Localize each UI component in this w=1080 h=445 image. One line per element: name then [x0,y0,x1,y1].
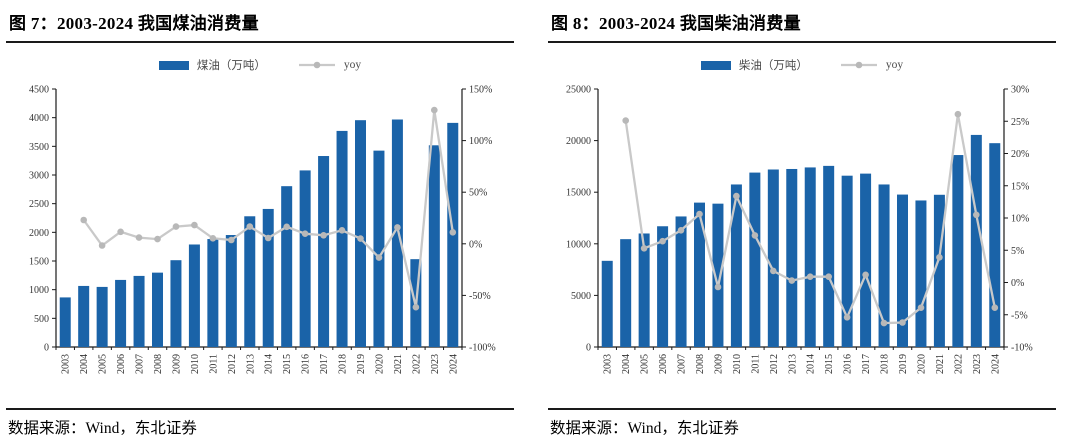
svg-text:2010: 2010 [732,354,743,374]
svg-text:2019: 2019 [356,354,367,374]
svg-text:2012: 2012 [227,354,238,374]
svg-text:2023: 2023 [430,354,441,374]
svg-text:5000: 5000 [571,291,591,302]
svg-text:15000: 15000 [566,188,591,199]
svg-text:2021: 2021 [393,354,404,374]
svg-text:2015: 2015 [282,354,293,374]
diesel-chart-canvas: 0 5000 10000 15000 20000 25000 -10% -5% 0% 5% 10% 1… [566,85,1033,375]
svg-text:25%: 25% [1011,117,1029,128]
svg-text:2008: 2008 [695,354,706,374]
svg-text:2020: 2020 [375,354,386,374]
svg-text:2023: 2023 [972,354,983,374]
svg-text:2003: 2003 [603,354,614,374]
line-series-marker-icon [840,61,877,69]
svg-text:2500: 2500 [29,199,49,210]
svg-text:5%: 5% [1011,246,1024,257]
svg-text:2024: 2024 [990,354,1001,374]
svg-text:2013: 2013 [245,354,256,374]
line-series-marker-icon [298,61,335,69]
svg-text:50%: 50% [469,188,487,199]
svg-text:2018: 2018 [880,354,891,374]
diesel-chart-panel: 图 8：2003-2024 我国柴油消费量 柴油（万吨） yoy 0 5000 10… [548,6,1056,438]
svg-text:10000: 10000 [566,239,591,250]
svg-text:2011: 2011 [750,354,761,374]
svg-text:2014: 2014 [806,354,817,374]
svg-text:2004: 2004 [621,354,632,374]
svg-text:0%: 0% [469,239,482,250]
svg-text:2009: 2009 [172,354,183,374]
svg-text:2022: 2022 [411,354,422,374]
svg-text:-10%: -10% [1011,343,1033,354]
svg-text:3000: 3000 [29,171,49,182]
svg-text:2000: 2000 [29,228,49,239]
figure-7-legend: 煤油（万吨） yoy [6,58,514,72]
svg-text:25000: 25000 [566,85,591,96]
svg-text:2009: 2009 [714,354,725,374]
svg-text:-50%: -50% [469,291,491,302]
svg-text:3500: 3500 [29,142,49,153]
figure-8-source-note: 数据来源：Wind，东北证券 [548,408,1056,438]
svg-text:2007: 2007 [135,354,146,374]
svg-text:-100%: -100% [469,343,496,354]
svg-text:500: 500 [34,314,49,325]
svg-text:2014: 2014 [264,354,275,374]
svg-text:0%: 0% [1011,278,1024,289]
svg-text:2005: 2005 [98,354,109,374]
svg-text:2013: 2013 [787,354,798,374]
bar-series-label: 煤油（万吨） [196,60,266,72]
line-series-label: yoy [885,59,904,71]
svg-text:4000: 4000 [29,113,49,124]
svg-text:2010: 2010 [190,354,201,374]
svg-text:2017: 2017 [861,354,872,374]
bar-series-swatch [700,60,731,70]
svg-text:2011: 2011 [208,354,219,374]
svg-text:2018: 2018 [338,354,349,374]
kerosene-chart-canvas: 0 500 1000 1500 2000 2500 3000 3500 4000 4500 -100… [29,85,496,375]
svg-text:1500: 1500 [29,257,49,268]
svg-text:2024: 2024 [448,354,459,374]
svg-text:2017: 2017 [319,354,330,374]
svg-text:15%: 15% [1011,181,1029,192]
svg-text:2008: 2008 [153,354,164,374]
figure-8-title: 图 8：2003-2024 我国柴油消费量 [548,6,1056,43]
bar-series-swatch [158,60,189,70]
svg-text:20000: 20000 [566,136,591,147]
svg-text:4500: 4500 [29,85,49,96]
svg-text:2004: 2004 [79,354,90,374]
svg-text:2006: 2006 [658,354,669,374]
svg-text:0: 0 [586,343,591,354]
svg-text:2006: 2006 [116,354,127,374]
line-series-label: yoy [343,59,362,71]
bar-series-label: 柴油（万吨） [738,60,808,72]
svg-text:150%: 150% [469,85,492,96]
figure-8-legend: 柴油（万吨） yoy [548,58,1056,72]
svg-text:-5%: -5% [1011,310,1028,321]
svg-text:20%: 20% [1011,149,1029,160]
svg-text:30%: 30% [1011,85,1029,96]
svg-text:2016: 2016 [301,354,312,374]
svg-text:2003: 2003 [61,354,72,374]
svg-text:2015: 2015 [824,354,835,374]
svg-text:2005: 2005 [640,354,651,374]
svg-text:2021: 2021 [935,354,946,374]
svg-text:2019: 2019 [898,354,909,374]
svg-text:0: 0 [44,343,49,354]
svg-text:2007: 2007 [677,354,688,374]
svg-text:2020: 2020 [917,354,928,374]
svg-text:1000: 1000 [29,285,49,296]
svg-text:2016: 2016 [843,354,854,374]
kerosene-chart-panel: 图 7：2003-2024 我国煤油消费量 煤油（万吨） yoy 0 500 100… [6,6,514,438]
svg-text:10%: 10% [1011,214,1029,225]
svg-text:2012: 2012 [769,354,780,374]
svg-text:2022: 2022 [953,354,964,374]
figure-7-source-note: 数据来源：Wind，东北证券 [6,408,514,438]
figure-7-title: 图 7：2003-2024 我国煤油消费量 [6,6,514,43]
svg-text:100%: 100% [469,136,492,147]
